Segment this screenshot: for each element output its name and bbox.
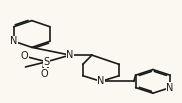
- Text: N: N: [10, 36, 17, 46]
- Text: O: O: [41, 69, 48, 79]
- Text: S: S: [43, 57, 50, 67]
- Text: N: N: [66, 50, 74, 60]
- Text: N: N: [97, 76, 105, 86]
- Text: N: N: [167, 83, 174, 93]
- Text: O: O: [21, 51, 28, 61]
